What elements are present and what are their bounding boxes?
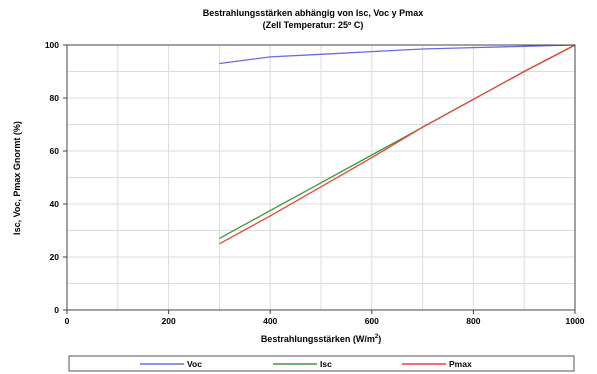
tick-labels: 0 200 400 600 800 1000 0 20 40 60 80 100 [45,40,585,326]
chart-subtitle: (Zell Temperatur: 25º C) [263,20,364,30]
y-tick-label: 100 [45,40,59,50]
plot-area-border [66,44,576,311]
x-tick-label: 200 [162,316,176,326]
series-line-voc [219,44,576,65]
series-line-pmax [219,44,576,245]
x-tick-label: 400 [263,316,277,326]
y-tick-label: 0 [54,305,59,315]
x-tick-label: 0 [65,316,70,326]
x-tick-label: 600 [365,316,379,326]
y-tick-label: 40 [50,199,60,209]
legend-box [68,355,575,372]
series-layer [219,44,576,245]
legend-label-pmax: Pmax [449,359,472,369]
y-axis-label: Isc, Voc, Pmax Gnormt (%) [12,121,22,235]
grid [67,45,575,310]
y-tick-label: 80 [50,93,60,103]
chart-title: Bestrahlungsstärken abhängig von Isc, Vo… [203,8,423,18]
legend: Voc Isc Pmax [140,359,472,369]
legend-label-voc: Voc [187,359,202,369]
y-tick-label: 60 [50,146,60,156]
x-axis-label: Bestrahlungsstärken (W/m2) [261,334,381,344]
x-tick-label: 1000 [566,316,585,326]
y-tick-label: 20 [50,252,60,262]
legend-label-isc: Isc [320,359,332,369]
x-tick-label: 800 [466,316,480,326]
